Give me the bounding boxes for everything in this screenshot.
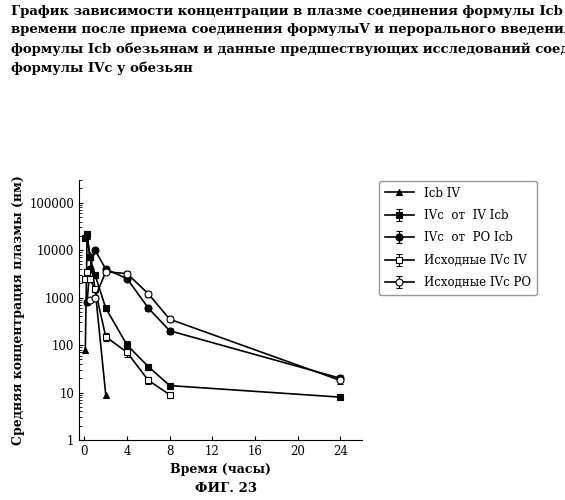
Y-axis label: Средняя концентрация плазмы (нм): Средняя концентрация плазмы (нм) <box>12 175 25 445</box>
X-axis label: Время (часы): Время (часы) <box>170 464 271 476</box>
Text: График зависимости концентрации в плазме соединения формулы Icb и IVc от
времени: График зависимости концентрации в плазме… <box>11 5 565 75</box>
Icb IV <box>86 252 93 258</box>
Text: ФИГ. 23: ФИГ. 23 <box>195 482 257 495</box>
Line: Icb IV: Icb IV <box>82 232 109 398</box>
Icb IV <box>82 346 89 352</box>
Icb IV <box>84 233 90 239</box>
Legend: Icb IV, IVc  от  IV Icb, IVc  от  PO Icb, Исходные IVc IV, Исходные IVc PO: Icb IV, IVc от IV Icb, IVc от PO Icb, Ис… <box>379 180 537 296</box>
Icb IV <box>92 286 98 292</box>
Icb IV <box>102 392 109 398</box>
